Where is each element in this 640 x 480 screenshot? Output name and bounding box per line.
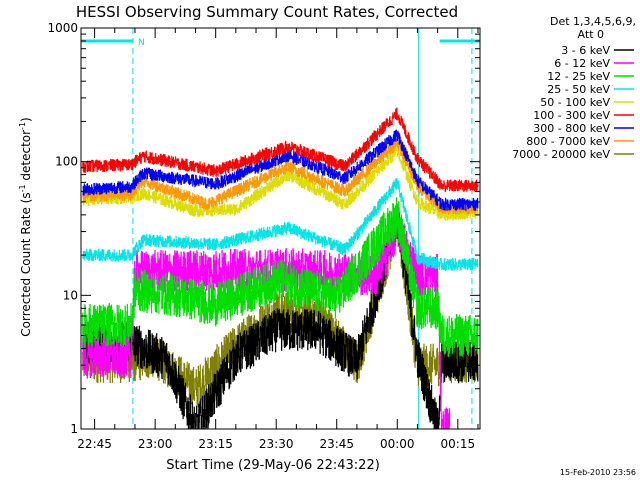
x-tick-label-6: 00:15: [441, 437, 476, 451]
y-axis: 1 10 100 1000: [47, 21, 480, 436]
legend-label-6: 300 - 800 keV: [533, 122, 610, 135]
x-axis: 22:45 23:00 23:15 23:30 23:45 00:00 00:15: [77, 28, 479, 451]
x-axis-label: Start Time (29-May-06 22:43:22): [166, 458, 380, 473]
x-tick-label-1: 23:00: [138, 437, 173, 451]
legend-label-0: 3 - 6 keV: [561, 44, 610, 57]
series-line-0: [82, 205, 479, 430]
footer-timestamp: 15-Feb-2010 23:56: [560, 468, 636, 477]
y-tick-label-1: 10: [63, 288, 78, 302]
series-lines: [82, 107, 479, 430]
y-tick-label-0: 1: [70, 422, 78, 436]
legend-header-line2: Att 0: [578, 28, 604, 41]
series-line-7: [82, 138, 479, 215]
legend-label-3: 25 - 50 keV: [547, 83, 610, 96]
plot-frame: [80, 27, 481, 430]
x-tick-label-0: 22:45: [77, 437, 112, 451]
series-line-5: [82, 107, 479, 193]
y-axis-label-main: Corrected Count Rate (s: [19, 192, 33, 336]
y-axis-label: Corrected Count Rate (s-1 detector-1): [18, 117, 33, 336]
x-tick-label-2: 23:15: [198, 437, 233, 451]
y-axis-label-sup2: -1: [18, 122, 27, 130]
x-tick-label-4: 23:45: [319, 437, 354, 451]
y-axis-label-sup1: -1: [18, 184, 27, 192]
y-tick-label-2: 100: [55, 155, 78, 169]
series-line-2: [82, 197, 479, 358]
y-tick-label-3: 1000: [47, 21, 78, 35]
chart-title: HESSI Observing Summary Count Rates, Cor…: [76, 3, 458, 21]
legend-label-4: 50 - 100 keV: [540, 96, 610, 109]
series-line-3: [82, 178, 479, 271]
legend-label-8: 7000 - 20000 keV: [512, 148, 610, 161]
series-line-4: [82, 146, 479, 221]
y-axis-label-mid: detector: [19, 130, 33, 185]
legend-header-line1: Det 1,3,4,5,6,9,: [550, 15, 636, 28]
series-line-6: [82, 129, 479, 211]
night-marker-label: N: [138, 38, 145, 48]
legend-label-2: 12 - 25 keV: [547, 70, 610, 83]
x-tick-label-3: 23:30: [259, 437, 294, 451]
legend-label-5: 100 - 300 keV: [533, 109, 610, 122]
legend-label-7: 800 - 7000 keV: [526, 135, 610, 148]
y-axis-label-end: ): [19, 117, 33, 122]
legend-label-1: 6 - 12 keV: [554, 57, 610, 70]
x-tick-label-5: 00:00: [380, 437, 415, 451]
